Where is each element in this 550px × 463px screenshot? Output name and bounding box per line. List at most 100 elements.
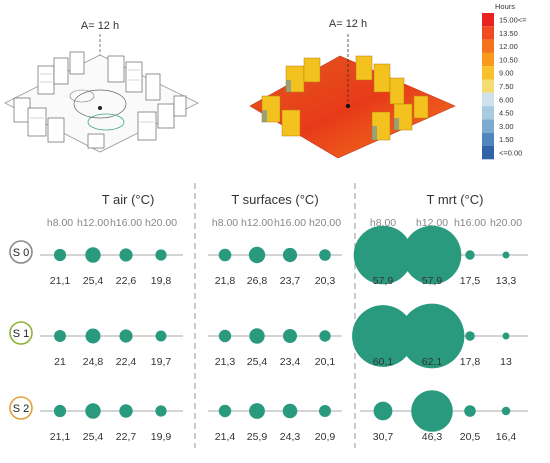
hour-label: h8.00 [212,217,238,229]
render-left-annotation: A= 12 h [81,20,119,32]
value-bubble [85,247,101,263]
scenario-row: S 1 21 24,8 22,4 19,7 21,3 25,4 23,4 20,1 60,1 62,… [9,303,528,369]
value-bubble [53,404,67,418]
legend-swatch [482,106,494,120]
value-bubble [249,403,265,419]
value-label: 25,9 [247,431,268,443]
legend-label: 6.00 [499,95,514,104]
value-bubble [155,330,167,342]
value-label: 21,1 [50,431,71,443]
render-line-drawing: A= 12 h [4,20,199,153]
hour-label: h8.00 [370,217,396,229]
value-bubble [155,249,167,261]
value-bubble [218,404,232,418]
value-bubble [402,225,462,285]
legend-label: 15.00<= [499,16,527,25]
render-left-point [98,106,102,110]
hour-label: h16.00 [110,217,142,229]
legend-swatch [482,39,494,53]
value-label: 24,3 [280,431,301,443]
value-label: 22,7 [116,431,137,443]
value-label: 57,9 [422,275,443,287]
value-label: 20,9 [315,431,336,443]
value-bubble [352,305,414,367]
scenario-row: S 0 21,1 25,4 22,6 19,8 21,8 26,8 23,7 20,3 57,9 5… [9,225,528,287]
value-bubble [119,248,133,262]
value-label: 19,7 [151,356,172,368]
legend-label: <=0.00 [499,149,522,158]
value-bubble [465,250,475,260]
value-label: 24,8 [83,356,104,368]
scenario-label: S 2 [13,403,30,415]
value-bubble [218,329,232,343]
hour-label: h8.00 [47,217,73,229]
value-label: 19,8 [151,275,172,287]
value-bubble [353,225,413,285]
value-label: 25,4 [83,275,104,287]
value-label: 20,1 [315,356,336,368]
value-label: 20,3 [315,275,336,287]
legend-swatch [482,132,494,146]
legend-swatch [482,119,494,133]
value-label: 13 [500,356,512,368]
value-bubble [53,248,67,262]
render-heatmap: A= 12 h [249,18,456,159]
value-bubble [155,405,167,417]
value-bubble [282,403,298,419]
legend-swatch [482,146,494,160]
value-bubble [85,328,101,344]
hour-label: h12.00 [241,217,273,229]
hour-label: h12.00 [77,217,109,229]
scenario-badge [9,240,33,264]
value-label: 25,4 [83,431,104,443]
scenario-badge [9,396,33,420]
legend-label: 3.00 [499,122,514,131]
value-label: 21,4 [215,431,236,443]
value-bubble [501,406,511,416]
value-label: 13,3 [496,275,517,287]
legend-label: 9.00 [499,69,514,78]
value-label: 21,3 [215,356,236,368]
value-bubble [464,405,476,417]
legend-label: 1.50 [499,135,514,144]
value-label: 26,8 [247,275,268,287]
hour-label: h12.00 [416,217,448,229]
value-bubble [373,401,393,421]
value-label: 30,7 [373,431,394,443]
value-bubble [85,403,101,419]
legend-label: 4.50 [499,109,514,118]
value-label: 23,4 [280,356,301,368]
value-label: 21 [54,356,66,368]
legend-swatch [482,79,494,93]
render-right-annotation: A= 12 h [329,18,367,30]
color-legend: Hours 15.00<= 13.50 12.00 10.50 9.00 7.50 6.00… [482,2,527,160]
legend-label: 7.50 [499,82,514,91]
value-bubble [282,247,298,263]
value-label: 17,5 [460,275,481,287]
value-label: 20,5 [460,431,481,443]
value-bubble [283,329,297,343]
legend-label: 13.50 [499,29,518,38]
legend-swatch [482,66,494,80]
value-bubble [119,404,133,418]
value-bubble [119,329,133,343]
group-title-t-mrt: T mrt (°C) [427,192,484,207]
legend-swatch [482,13,494,27]
value-bubble [319,330,331,342]
value-bubble [319,249,331,261]
value-label: 23,7 [280,275,301,287]
value-label: 16,4 [496,431,517,443]
value-bubble [218,248,232,262]
scenario-label: S 0 [13,247,30,259]
value-label: 22,4 [116,356,137,368]
legend-label: 10.50 [499,55,518,64]
value-label: 22,6 [116,275,137,287]
value-label: 46,3 [422,431,443,443]
hour-label: h20.00 [309,217,341,229]
bubble-chart: T air (°C) T surfaces (°C) T mrt (°C) h8… [9,183,528,448]
value-bubble [54,330,66,342]
value-label: 17,8 [460,356,481,368]
legend-label: 12.00 [499,42,518,51]
value-label: 19,9 [151,431,172,443]
value-label: 57,9 [373,275,394,287]
